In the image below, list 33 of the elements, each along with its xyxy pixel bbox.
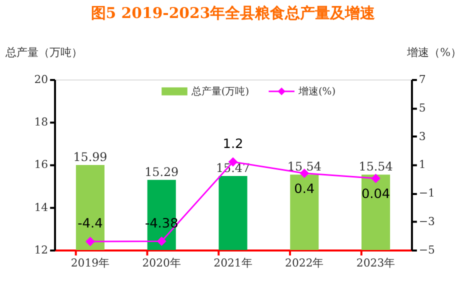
y-axis-title: 总产量（万吨） [4, 46, 82, 60]
y2-tick-label: −1 [418, 186, 435, 200]
x-tick-label: 2020年 [142, 256, 181, 270]
y2-tick-label: 3 [418, 130, 426, 143]
data-label: 0.04 [361, 187, 390, 202]
x-tick-label: 2022年 [285, 256, 324, 270]
data-label: 1.2 [222, 137, 244, 152]
data-label: 15.29 [144, 164, 179, 179]
y-tick-label: 20 [34, 72, 48, 86]
chart-title: 图5 2019-2023年全县粮食总产量及增速 [90, 4, 376, 22]
data-label: 15.99 [73, 150, 108, 164]
y2-tick-label: 5 [418, 101, 426, 114]
y2-tick-label: 1 [418, 158, 426, 172]
point [371, 174, 380, 184]
data-label: -4.4 [78, 216, 103, 232]
data-label: 15.54 [358, 160, 393, 174]
legend-label: 增速(%) [297, 85, 336, 98]
y-tick-label: 14 [34, 200, 48, 214]
legend-label: 总产量(万吨) [190, 85, 250, 98]
y-tick-label: 16 [34, 158, 48, 172]
y2-tick-label: −3 [418, 215, 436, 228]
y2-tick-label: −5 [418, 244, 436, 256]
x-tick-label: 2019年 [70, 256, 110, 270]
point [86, 236, 95, 246]
y2-axis-title: 增速（%） [406, 46, 462, 60]
y2-tick-label: 7 [418, 72, 426, 86]
x-tick-label: 2021年 [214, 256, 252, 270]
y-tick-label: 12 [34, 244, 48, 256]
data-label: 0.4 [294, 182, 315, 198]
x-tick-label: 2023年 [356, 256, 396, 270]
point [156, 236, 166, 246]
data-label: 15.54 [287, 160, 322, 174]
y-tick-label: 18 [34, 116, 48, 129]
